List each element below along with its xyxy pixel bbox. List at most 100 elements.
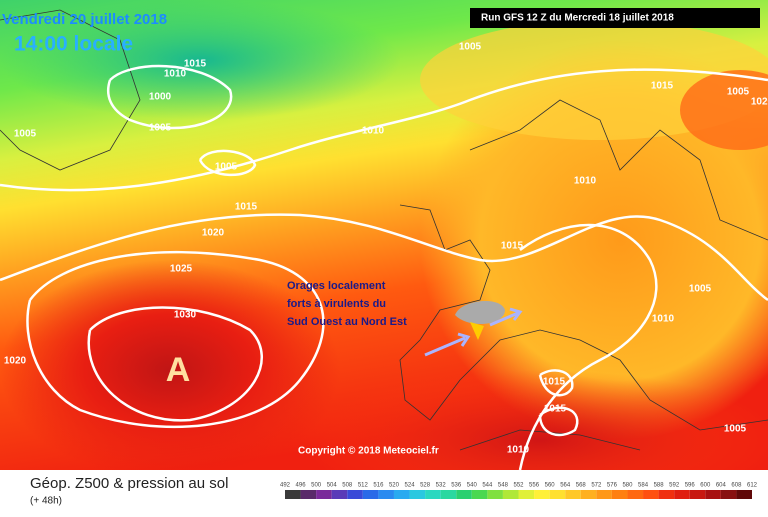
- isobar: [0, 213, 768, 302]
- isobar-label: 1005: [724, 424, 747, 435]
- scale-label: 496: [296, 483, 307, 489]
- isobar-label: 1005: [215, 162, 238, 173]
- isobar: [198, 149, 257, 177]
- scale-swatch: [502, 490, 519, 499]
- isobar-label: 1025: [170, 264, 193, 275]
- isobar-label: 1005: [689, 284, 712, 295]
- scale-swatch: [534, 490, 550, 499]
- scale-label: 612: [747, 483, 758, 489]
- legend-title: Géop. Z500 & pression au sol: [30, 475, 228, 492]
- isobar-label: 1000: [149, 92, 172, 103]
- run-box: [470, 8, 760, 28]
- isobar-label: 1010: [652, 314, 675, 325]
- scale-swatch: [674, 490, 690, 499]
- scale-label: 532: [436, 483, 447, 489]
- isobar: [538, 369, 574, 397]
- scale-label: 552: [513, 483, 524, 489]
- scale-swatch: [518, 490, 535, 499]
- storm-cloud: [455, 300, 505, 325]
- scale-swatch: [689, 490, 706, 499]
- scale-label: 492: [280, 483, 291, 489]
- isobar-label: 1010: [507, 445, 530, 456]
- scale-label: 592: [669, 483, 680, 489]
- high-pressure-label: A: [166, 351, 191, 389]
- scale-swatch: [471, 490, 488, 499]
- scale-swatch: [565, 490, 581, 499]
- isobar-label: 1010: [362, 126, 385, 137]
- scale-swatch: [456, 490, 472, 499]
- legend-subtitle: (+ 48h): [30, 496, 62, 507]
- scale-label: 548: [498, 483, 509, 489]
- scale-label: 600: [700, 483, 711, 489]
- field: [0, 260, 340, 480]
- isobar: [87, 306, 263, 422]
- field: [420, 40, 768, 440]
- scale-label: 580: [622, 483, 633, 489]
- isobar: [0, 68, 768, 192]
- scale-swatch: [331, 490, 348, 499]
- scale-label: 508: [342, 483, 353, 489]
- coastline: [0, 9, 768, 451]
- time: 14:00 locale: [14, 33, 133, 56]
- scale-swatch: [425, 490, 441, 499]
- isobar-label: 1005: [14, 129, 37, 140]
- annotation-line: forts à virulents du: [287, 298, 386, 310]
- scale-label: 528: [420, 483, 431, 489]
- scale-label: 568: [576, 483, 587, 489]
- isobar-label: 1020: [751, 97, 768, 108]
- scale-swatch: [611, 490, 628, 499]
- scale-label: 524: [405, 483, 416, 489]
- scale-swatch: [409, 490, 426, 499]
- isobar-label: 1010: [574, 176, 597, 187]
- scale-swatch: [549, 490, 566, 499]
- scale-swatch: [580, 490, 597, 499]
- scale-label: 504: [327, 483, 338, 489]
- scale-swatch: [285, 490, 301, 499]
- scale-swatch: [316, 490, 332, 499]
- scale-swatch: [440, 490, 457, 499]
- scale-label: 516: [373, 483, 384, 489]
- isobar-label: 1015: [543, 377, 566, 388]
- scale-label: 572: [591, 483, 602, 489]
- scale-swatch: [487, 490, 503, 499]
- isobar-label: 1005: [459, 42, 482, 53]
- isobar-label: 1005: [727, 87, 750, 98]
- isobar-label: 1015: [184, 59, 207, 70]
- scale-swatch: [627, 490, 644, 499]
- scale-label: 556: [529, 483, 540, 489]
- isobar-label: 1005: [149, 123, 172, 134]
- scale-label: 540: [467, 483, 478, 489]
- scale-label: 500: [311, 483, 322, 489]
- isobar-label: 1015: [544, 404, 567, 415]
- scale-swatch: [362, 490, 379, 499]
- isobar: [518, 223, 658, 471]
- isobar-label: 1030: [174, 310, 197, 321]
- scale-label: 560: [545, 483, 556, 489]
- field: [680, 70, 768, 150]
- lightning: [470, 322, 484, 340]
- isobar-label: 1015: [651, 81, 674, 92]
- scale-label: 608: [731, 483, 742, 489]
- isobar-label: 1015: [235, 202, 258, 213]
- scale-swatch: [736, 490, 752, 499]
- arrow: [424, 332, 471, 357]
- isobar: [106, 64, 233, 130]
- scale-swatch: [393, 490, 410, 499]
- scale-swatch: [347, 490, 363, 499]
- copyright: Copyright © 2018 Meteociel.fr: [298, 446, 439, 457]
- scale-swatch: [705, 490, 721, 499]
- scale-swatch: [643, 490, 659, 499]
- annotation-line: Sud Ouest au Nord Est: [287, 316, 407, 328]
- scale-label: 576: [607, 483, 618, 489]
- date: Vendredi 20 juillet 2018: [2, 11, 167, 28]
- isobar: [538, 406, 579, 437]
- scale-swatch: [658, 490, 675, 499]
- scale-label: 564: [560, 483, 571, 489]
- scale-label: 588: [654, 483, 665, 489]
- isobar-label: 1015: [501, 241, 524, 252]
- isobar-label: 1020: [4, 356, 27, 367]
- isobar: [26, 250, 325, 429]
- scale-swatch: [596, 490, 612, 499]
- scale-swatch: [720, 490, 737, 499]
